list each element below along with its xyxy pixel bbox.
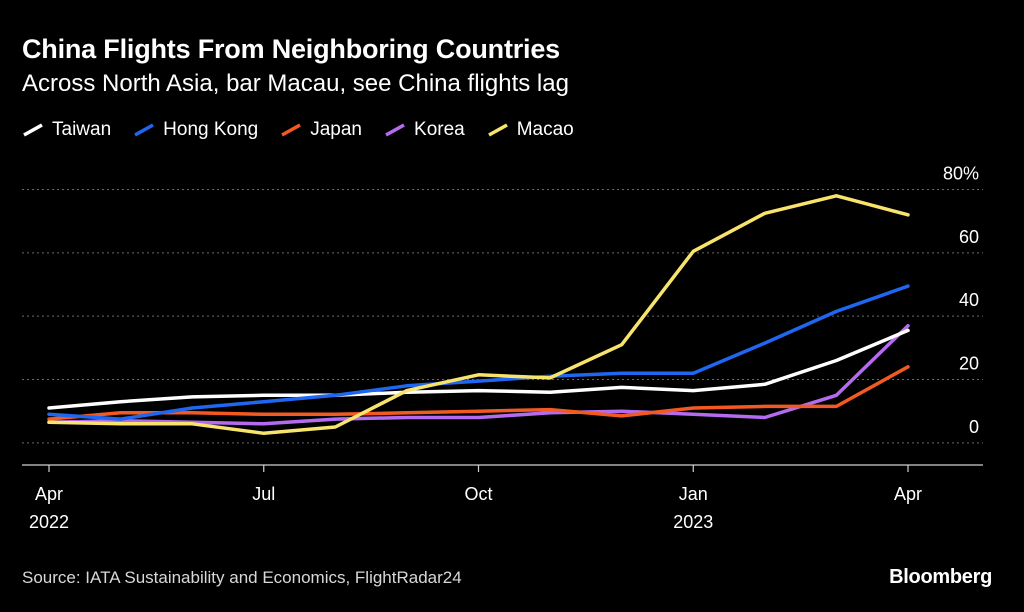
chart-title: China Flights From Neighboring Countries [22,34,560,64]
y-tick-label-60: 60 [959,227,979,247]
legend-label-japan: Japan [310,119,363,140]
x-tick-label-2023-01: Jan [679,484,708,504]
legend-swatch-taiwan [22,123,44,137]
y-tick-label-0: 0 [969,417,979,437]
legend-label-hong-kong: Hong Kong [163,119,259,140]
series-line-macao [47,194,910,436]
legend-label-macao: Macao [516,119,574,140]
legend: Taiwan Hong Kong Japan Korea Macao [22,119,574,141]
series-line-taiwan [47,328,910,410]
legend-item-taiwan: Taiwan [22,119,111,141]
legend-swatch-hong-kong [133,123,155,137]
legend-swatch-korea [384,123,406,137]
legend-swatch-japan [280,123,302,137]
chart-subtitle: Across North Asia, bar Macau, see China … [22,70,569,97]
x-tick-sublabel-2023-01: 2023 [673,512,713,532]
legend-swatch-macao [487,123,509,137]
x-tick-label-2022-10: Oct [464,484,492,504]
source-note: Source: IATA Sustainability and Economic… [22,568,462,587]
y-tick-label-80: 80% [943,164,979,184]
y-tick-label-20: 20 [959,354,979,374]
legend-label-korea: Korea [414,119,465,140]
series-line-hong-kong [47,284,910,421]
x-tick-sublabel-2022-04: 2022 [29,512,69,532]
legend-item-japan: Japan [280,119,362,141]
legend-item-hong-kong: Hong Kong [133,119,258,141]
x-tick-label-2022-04: Apr [35,484,63,504]
series-line-japan [47,365,910,421]
y-tick-label-40: 40 [959,290,979,310]
legend-item-korea: Korea [384,119,465,141]
bloomberg-logo: Bloomberg [889,566,992,588]
legend-label-taiwan: Taiwan [52,119,112,140]
legend-item-macao: Macao [487,119,574,141]
x-tick-label-2022-07: Jul [252,484,275,504]
x-tick-label-2023-04: Apr [894,484,922,504]
